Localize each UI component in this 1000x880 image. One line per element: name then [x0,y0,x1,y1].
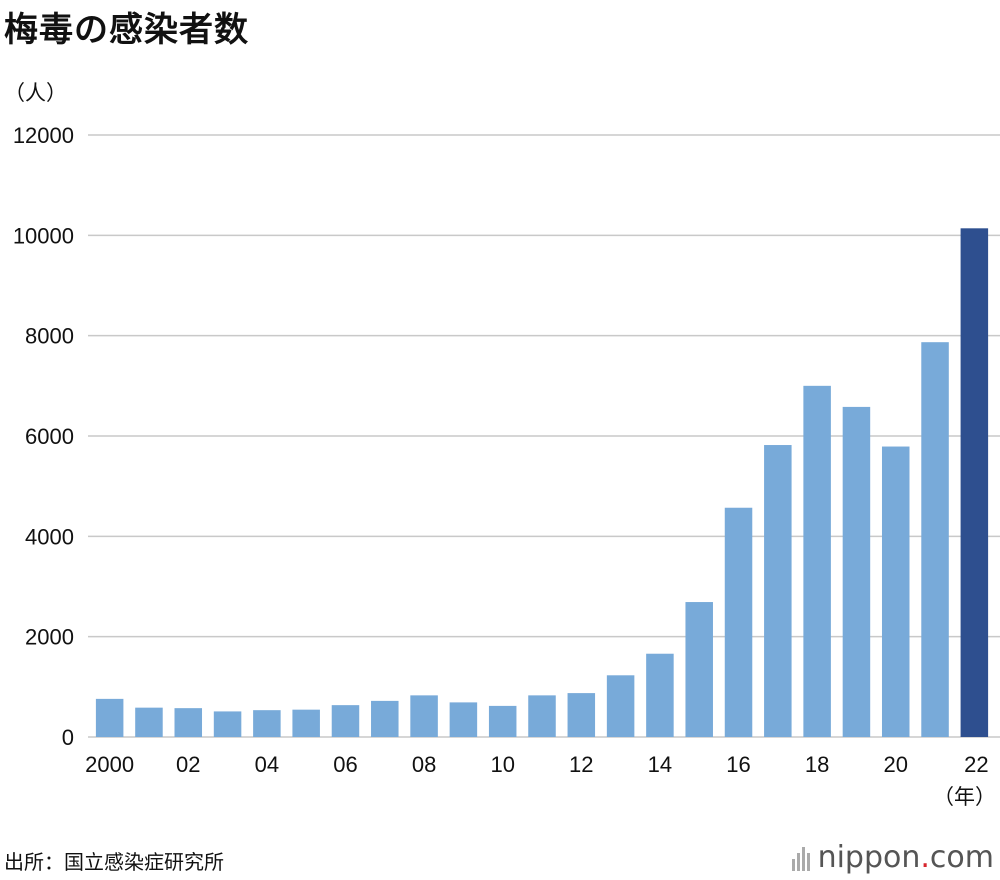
logo-mark-icon [791,845,810,871]
y-tick-label: 0 [62,725,74,750]
source-note: 出所：国立感染症研究所 [4,850,224,874]
x-axis-unit: （年） [933,785,996,809]
bar-16 [724,507,753,737]
bar-11 [528,695,556,737]
x-tick-label: 18 [805,752,829,777]
y-axis-ticks: 0 2000 4000 6000 8000 10000 12000 [13,123,74,750]
x-tick-label: 10 [490,752,514,777]
y-tick-label: 6000 [25,424,74,449]
bar-13 [606,675,635,737]
bar-04 [253,710,281,737]
y-tick-label: 10000 [13,223,74,248]
bar-10 [488,705,517,737]
y-tick-label: 2000 [25,625,74,650]
logo-tld: com [929,840,994,875]
bar-12 [567,693,596,737]
x-tick-label: 2000 [85,752,134,777]
bar-08 [410,695,438,737]
bars [95,228,989,737]
y-tick-label: 8000 [25,324,74,349]
bar-20 [881,446,910,737]
bar-14 [646,653,674,737]
bar-15 [685,602,713,737]
bar-01 [135,707,163,737]
bar-2000 [95,698,124,737]
bar-09 [449,702,478,737]
logo-text: nippon [817,840,921,875]
x-tick-label: 20 [883,752,907,777]
x-tick-label: 12 [569,752,593,777]
x-axis-ticks: 2000 02 04 06 08 10 12 14 16 18 20 22 [85,752,988,777]
bar-17 [764,445,792,737]
bar-03 [213,711,242,737]
bar-07 [371,700,399,737]
bar-19 [842,406,871,737]
y-tick-label: 4000 [25,524,74,549]
chart-title: 梅毒の感染者数 [4,10,249,50]
bar-18 [803,385,831,737]
x-tick-label: 04 [255,752,279,777]
nippon-logo: nippon. com [791,840,994,875]
logo-dot: . [920,840,930,875]
x-tick-label: 14 [648,752,672,777]
bar-21 [921,342,949,737]
x-tick-label: 02 [176,752,200,777]
y-axis-unit: （人） [4,81,67,105]
bar-02 [174,708,203,737]
x-tick-label: 16 [726,752,750,777]
bar-22 [960,228,989,737]
bar-05 [292,709,320,737]
y-tick-label: 12000 [13,123,74,148]
x-tick-label: 08 [412,752,436,777]
x-tick-label: 22 [964,752,988,777]
x-tick-label: 06 [333,752,357,777]
bar-06 [331,705,360,737]
